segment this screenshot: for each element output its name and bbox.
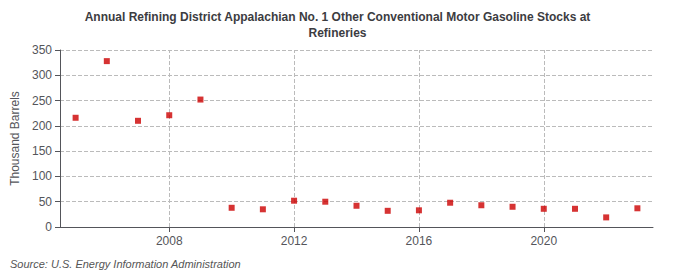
svg-text:200: 200 [32,119,52,133]
svg-text:0: 0 [45,220,52,234]
svg-text:2016: 2016 [406,234,433,248]
svg-text:250: 250 [32,94,52,108]
svg-text:350: 350 [32,43,52,57]
svg-text:2020: 2020 [530,234,557,248]
svg-text:Annual Refining District Appal: Annual Refining District Appalachian No.… [85,10,591,24]
svg-text:Thousand Barrels: Thousand Barrels [8,91,22,186]
svg-text:300: 300 [32,68,52,82]
svg-text:Source: U.S. Energy Informatio: Source: U.S. Energy Information Administ… [10,258,241,270]
svg-text:2012: 2012 [281,234,308,248]
svg-text:150: 150 [32,144,52,158]
svg-text:50: 50 [39,195,53,209]
svg-text:100: 100 [32,169,52,183]
svg-text:2008: 2008 [156,234,183,248]
svg-text:Refineries: Refineries [308,26,366,40]
